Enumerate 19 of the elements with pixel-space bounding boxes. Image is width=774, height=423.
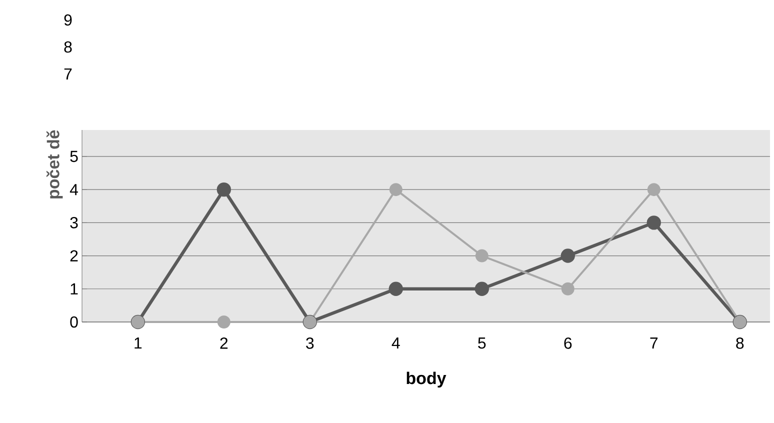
x-tick-label: 4 (392, 338, 400, 349)
y-tick-label: 4 (70, 184, 78, 196)
x-tick-label: 2 (220, 338, 228, 349)
y-axis-title: počet dě (46, 130, 63, 198)
y-tick-label: 0 (70, 316, 78, 328)
y-tick-label: 3 (70, 217, 78, 228)
x-axis-title: body (406, 372, 446, 388)
x-tick-label: 3 (306, 338, 314, 349)
text: 8 (64, 41, 72, 53)
text: 7 (64, 68, 72, 80)
x-tick-label: 1 (134, 338, 142, 349)
x-tick-label: 8 (736, 338, 744, 349)
y-tick-label: 2 (70, 250, 78, 262)
x-tick-label: 6 (564, 338, 572, 349)
x-tick-label: 5 (478, 338, 486, 349)
y-tick-label: 1 (70, 283, 78, 294)
x-tick-label: 7 (650, 338, 658, 349)
text: 9 (64, 14, 72, 26)
y-tick-label: 5 (70, 150, 78, 162)
